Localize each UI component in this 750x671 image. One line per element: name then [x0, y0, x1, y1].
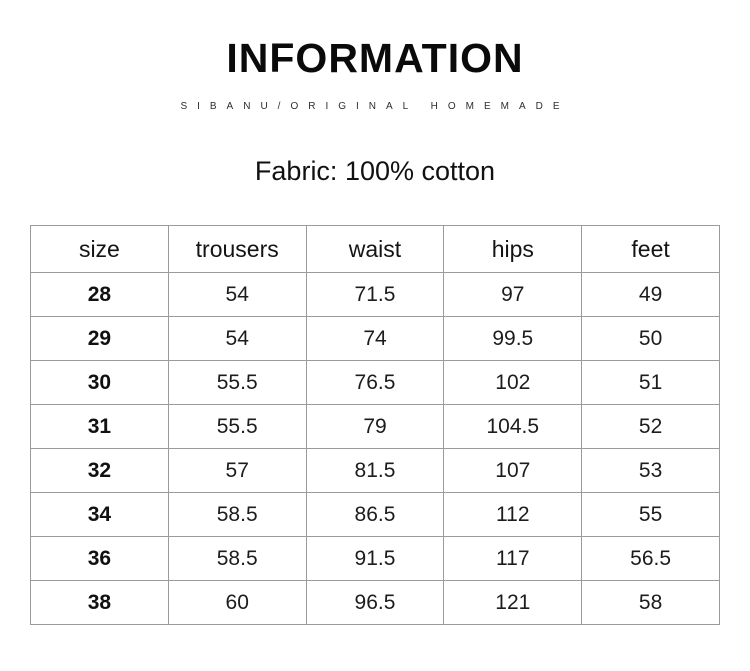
- value-cell: 79: [305, 404, 445, 450]
- value-cell: 49: [581, 272, 720, 318]
- value-cell: 121: [443, 580, 583, 626]
- size-chart-body: 28 54 71.5 97 49 29 54 74 99.5 50 30 55.5 76.5 102 51 3…: [30, 272, 720, 626]
- column-header-trousers: trousers: [167, 225, 307, 274]
- value-cell: 112: [443, 492, 583, 538]
- size-cell: 28: [30, 272, 169, 318]
- value-cell: 71.5: [305, 272, 445, 318]
- value-cell: 58.5: [167, 536, 307, 582]
- size-cell: 31: [30, 404, 169, 450]
- table-row: 31 55.5 79 104.5 52: [30, 404, 720, 450]
- value-cell: 50: [581, 316, 720, 362]
- value-cell: 60: [167, 580, 307, 626]
- value-cell: 58: [581, 580, 720, 626]
- value-cell: 107: [443, 448, 583, 494]
- value-cell: 55.5: [167, 404, 307, 450]
- table-row: 28 54 71.5 97 49: [30, 272, 720, 318]
- column-header-hips: hips: [443, 225, 583, 274]
- size-chart-head: size trousers waist hips feet: [30, 225, 720, 274]
- value-cell: 99.5: [443, 316, 583, 362]
- value-cell: 91.5: [305, 536, 445, 582]
- column-header-size: size: [30, 225, 169, 274]
- value-cell: 96.5: [305, 580, 445, 626]
- page-title: INFORMATION: [226, 35, 524, 81]
- size-cell: 29: [30, 316, 169, 362]
- size-chart-table: size trousers waist hips feet 28 54 71.5 97 49 29…: [30, 225, 720, 626]
- size-cell: 38: [30, 580, 169, 626]
- column-header-waist: waist: [305, 225, 445, 274]
- value-cell: 58.5: [167, 492, 307, 538]
- value-cell: 117: [443, 536, 583, 582]
- size-cell: 30: [30, 360, 169, 406]
- table-row: 36 58.5 91.5 117 56.5: [30, 536, 720, 582]
- fabric-note: Fabric: 100% cotton: [254, 156, 496, 187]
- value-cell: 53: [581, 448, 720, 494]
- value-cell: 54: [167, 272, 307, 318]
- value-cell: 102: [443, 360, 583, 406]
- table-row: 38 60 96.5 121 58: [30, 580, 720, 626]
- value-cell: 104.5: [443, 404, 583, 450]
- value-cell: 86.5: [305, 492, 445, 538]
- value-cell: 76.5: [305, 360, 445, 406]
- brand-subtitle: SIBANU/ORIGINAL HOMEMADE: [180, 101, 570, 113]
- value-cell: 56.5: [581, 536, 720, 582]
- value-cell: 81.5: [305, 448, 445, 494]
- size-cell: 36: [30, 536, 169, 582]
- table-row: 34 58.5 86.5 112 55: [30, 492, 720, 538]
- value-cell: 51: [581, 360, 720, 406]
- column-header-feet: feet: [581, 225, 720, 274]
- table-row: 32 57 81.5 107 53: [30, 448, 720, 494]
- value-cell: 55.5: [167, 360, 307, 406]
- table-row: 30 55.5 76.5 102 51: [30, 360, 720, 406]
- value-cell: 97: [443, 272, 583, 318]
- value-cell: 74: [305, 316, 445, 362]
- value-cell: 55: [581, 492, 720, 538]
- value-cell: 54: [167, 316, 307, 362]
- header-row: size trousers waist hips feet: [30, 225, 720, 274]
- table-row: 29 54 74 99.5 50: [30, 316, 720, 362]
- size-cell: 32: [30, 448, 169, 494]
- value-cell: 52: [581, 404, 720, 450]
- value-cell: 57: [167, 448, 307, 494]
- size-cell: 34: [30, 492, 169, 538]
